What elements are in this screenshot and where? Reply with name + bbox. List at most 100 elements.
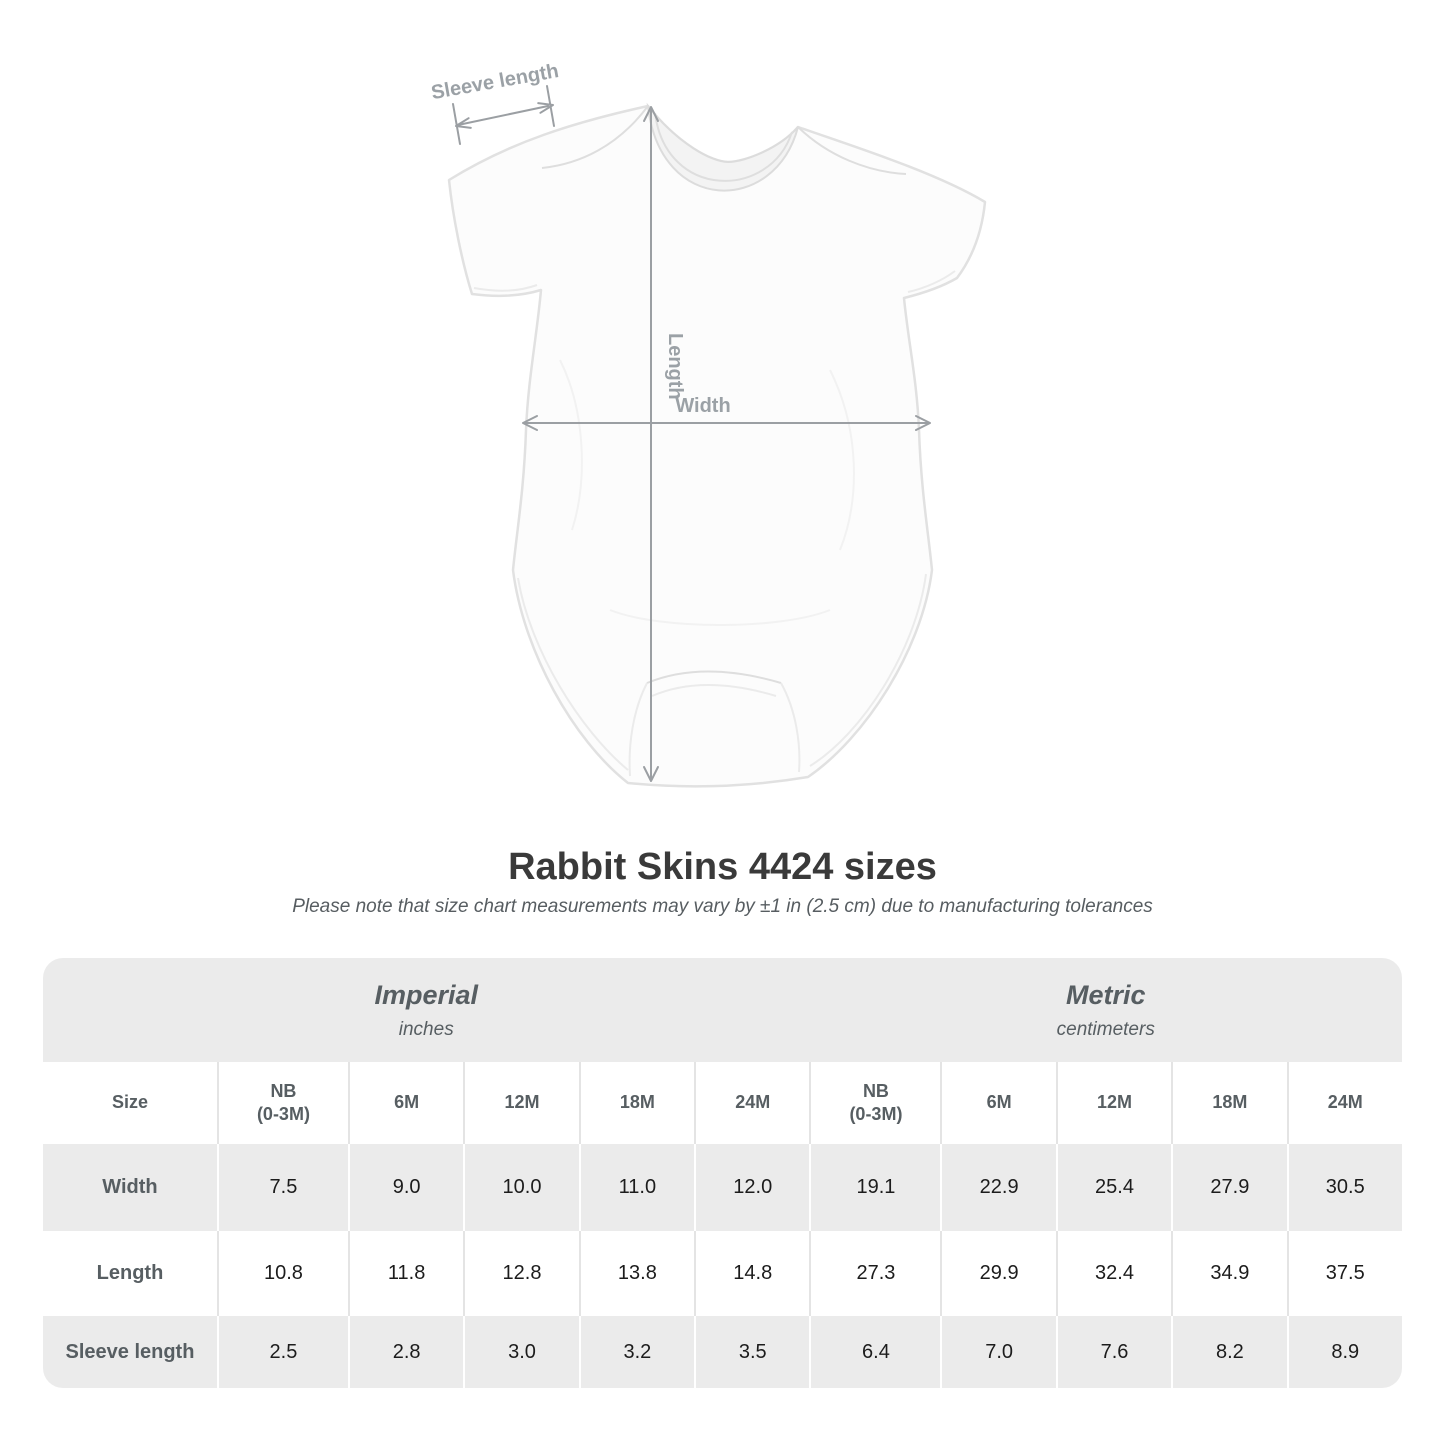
value-cell: 13.8 xyxy=(578,1231,694,1316)
row-label: Sleeve length xyxy=(65,1340,195,1363)
col-head-label: 6M xyxy=(394,1092,420,1113)
value: 22.9 xyxy=(979,1176,1019,1198)
value-cell: 19.1 xyxy=(809,1144,940,1231)
col-head-imperial-6m: 6M xyxy=(347,1062,463,1144)
value: 8.9 xyxy=(1331,1340,1360,1363)
col-head-line2: (0-3M) xyxy=(849,1104,903,1124)
onesie-measurement-diagram: Length Width Sleeve length xyxy=(360,50,1060,810)
value-cell: 8.2 xyxy=(1171,1316,1286,1388)
left-sleeve-hem xyxy=(473,284,538,292)
value: 29.9 xyxy=(979,1262,1019,1284)
value-cell: 7.0 xyxy=(940,1316,1055,1388)
value-cell: 3.2 xyxy=(578,1316,694,1388)
value-cell: 27.3 xyxy=(809,1231,940,1316)
value: 30.5 xyxy=(1325,1176,1365,1198)
col-head-label: 24M xyxy=(735,1092,771,1113)
col-head-metric-6m: 6M xyxy=(940,1062,1055,1144)
value: 7.6 xyxy=(1100,1340,1129,1363)
value: 32.4 xyxy=(1095,1262,1134,1284)
imperial-label: Imperial xyxy=(374,979,478,1010)
value-cell: 30.5 xyxy=(1286,1144,1402,1231)
wrinkle-left xyxy=(559,359,583,531)
value-cell: 37.5 xyxy=(1286,1231,1402,1316)
col-head-imperial-nb: NB (0-3M) xyxy=(216,1062,348,1144)
imperial-group-header: Imperial inches xyxy=(43,958,809,1062)
col-head-label: 12M xyxy=(504,1092,540,1113)
snap-flap-left-edge xyxy=(628,682,648,777)
value: 9.0 xyxy=(392,1176,421,1198)
col-head-label: 6M xyxy=(986,1092,1012,1113)
value-cell: 3.5 xyxy=(694,1316,809,1388)
value: 6.4 xyxy=(862,1340,890,1363)
col-head-metric-nb: NB (0-3M) xyxy=(809,1062,940,1144)
value: 7.5 xyxy=(269,1176,298,1198)
value-cell: 3.0 xyxy=(463,1316,578,1388)
value: 34.9 xyxy=(1210,1262,1250,1284)
value: 27.3 xyxy=(856,1262,896,1284)
row-label-cell: Length xyxy=(43,1231,217,1316)
width-arrow xyxy=(522,415,931,431)
value: 12.8 xyxy=(502,1262,542,1284)
value-cell: 7.5 xyxy=(216,1144,348,1231)
snap-flap-inner-edge xyxy=(651,684,777,697)
table-row-length: Length 10.8 11.8 12.8 13.8 14.8 27.3 29.… xyxy=(43,1231,1402,1316)
value-cell: 11.8 xyxy=(347,1231,463,1316)
value-cell: 11.0 xyxy=(578,1144,694,1231)
right-sleeve-hem xyxy=(907,270,956,293)
row-label-cell: Sleeve length xyxy=(43,1316,217,1388)
wrinkle-right xyxy=(829,369,855,551)
table-row-width: Width 7.5 9.0 10.0 11.0 12.0 19.1 22.9 2… xyxy=(43,1144,1402,1231)
width-label: Width xyxy=(675,395,730,417)
value-cell: 32.4 xyxy=(1055,1231,1171,1316)
value: 7.0 xyxy=(985,1340,1014,1363)
col-head-metric-24m: 24M xyxy=(1286,1062,1402,1144)
page-title: Rabbit Skins 4424 sizes xyxy=(508,846,937,888)
value: 2.8 xyxy=(392,1340,421,1363)
size-table: Imperial inches Metric centimeters Size … xyxy=(43,958,1402,1388)
imperial-unit-label: inches xyxy=(398,1018,454,1040)
col-head-imperial-24m: 24M xyxy=(694,1062,809,1144)
lap-shoulder-left-seam xyxy=(541,105,649,169)
right-leg-binding xyxy=(809,573,927,767)
value: 10.8 xyxy=(263,1262,303,1284)
tolerance-note: Please note that size chart measurements… xyxy=(292,896,1153,917)
value-cell: 29.9 xyxy=(940,1231,1055,1316)
value-cell: 10.0 xyxy=(463,1144,578,1231)
sleeve-length-label: Sleeve length xyxy=(430,60,561,104)
col-head-label: 24M xyxy=(1327,1092,1363,1113)
value-cell: 12.0 xyxy=(694,1144,809,1231)
value-cell: 25.4 xyxy=(1055,1144,1171,1231)
value: 25.4 xyxy=(1095,1176,1134,1198)
value: 19.1 xyxy=(856,1176,896,1198)
value-cell: 22.9 xyxy=(940,1144,1055,1231)
value: 3.5 xyxy=(738,1340,767,1363)
length-arrow xyxy=(643,106,659,782)
value: 12.0 xyxy=(733,1176,773,1198)
value-cell: 2.8 xyxy=(347,1316,463,1388)
onesie-illustration: Length Width Sleeve length xyxy=(430,60,987,788)
size-header-row: Size NB (0-3M) 6M 12M 18M 24M NB (0-3M) xyxy=(43,1062,1402,1144)
col-head-label: 12M xyxy=(1096,1092,1132,1113)
length-label: Length xyxy=(664,333,686,400)
value-cell: 9.0 xyxy=(347,1144,463,1231)
value: 3.0 xyxy=(508,1340,536,1363)
metric-unit-label: centimeters xyxy=(1056,1018,1155,1040)
unit-band: Imperial inches Metric centimeters xyxy=(43,958,1402,1062)
col-head-line1: NB xyxy=(862,1080,889,1101)
col-head-metric-12m: 12M xyxy=(1055,1062,1171,1144)
value-cell: 6.4 xyxy=(809,1316,940,1388)
value-cell: 12.8 xyxy=(463,1231,578,1316)
lap-shoulder-right-seam xyxy=(797,126,907,175)
metric-label: Metric xyxy=(1065,979,1146,1010)
value-cell: 27.9 xyxy=(1171,1144,1286,1231)
value: 14.8 xyxy=(733,1262,773,1284)
col-head-imperial-12m: 12M xyxy=(463,1062,578,1144)
row-label: Width xyxy=(102,1176,158,1198)
value-cell: 2.5 xyxy=(216,1316,348,1388)
value: 10.0 xyxy=(502,1176,542,1198)
table-row-sleeve-length: Sleeve length 2.5 2.8 3.0 3.2 3.5 6.4 7.… xyxy=(43,1316,1402,1388)
value-cell: 7.6 xyxy=(1055,1316,1171,1388)
row-label: Length xyxy=(96,1262,164,1284)
value: 13.8 xyxy=(617,1262,657,1284)
